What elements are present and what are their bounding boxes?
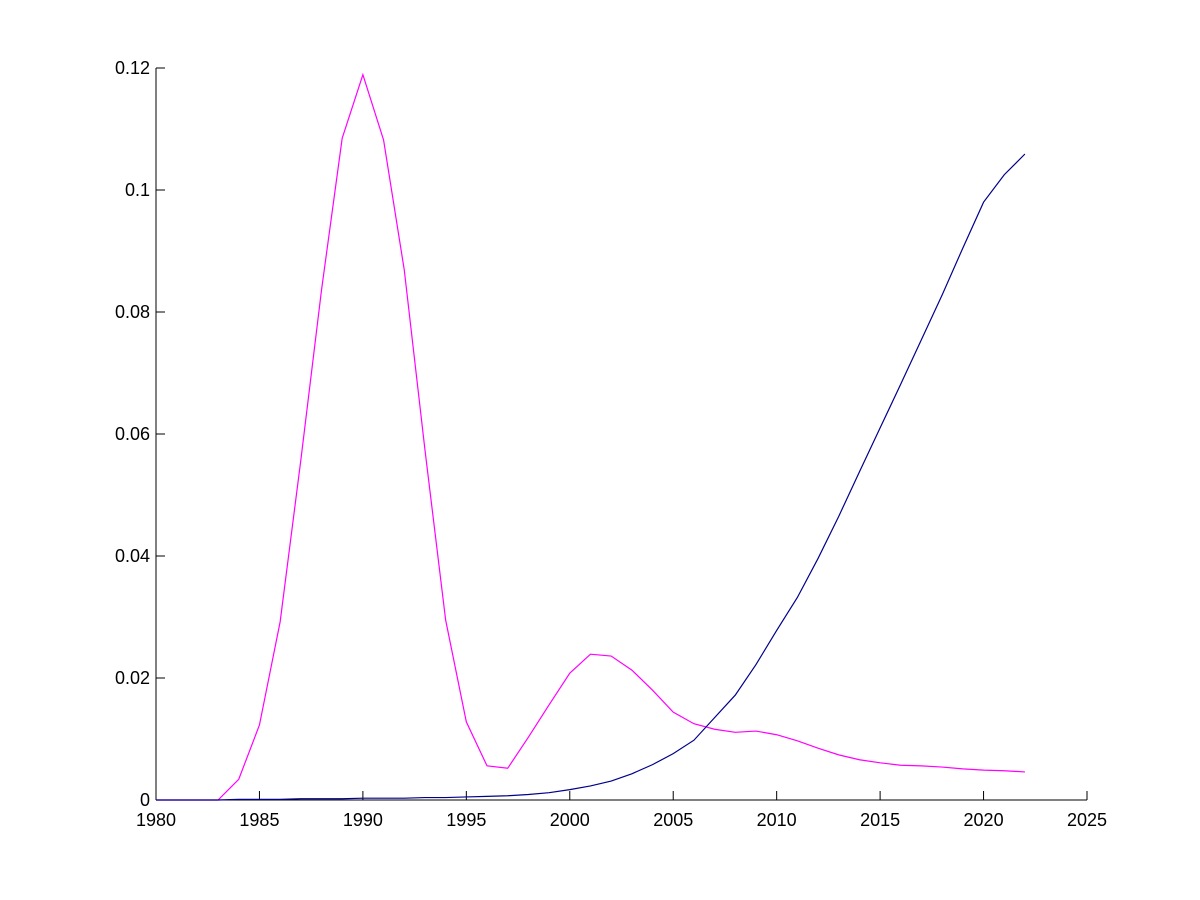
x-tick-label: 1990 — [343, 810, 383, 830]
y-tick-label: 0.04 — [115, 546, 150, 566]
y-tick-label: 0.02 — [115, 668, 150, 688]
series-line — [156, 153, 1026, 801]
y-tick-label: 0.06 — [115, 424, 150, 444]
series-line — [156, 72, 1025, 801]
x-tick-label: 2010 — [757, 810, 797, 830]
x-tick-label: 2005 — [653, 810, 693, 830]
x-tick-label: 2015 — [860, 810, 900, 830]
x-tick-label: 1980 — [136, 810, 176, 830]
y-tick-label: 0 — [140, 790, 150, 810]
y-tick-label: 0.1 — [125, 180, 150, 200]
x-tick-label: 2020 — [964, 810, 1004, 830]
y-tick-label: 0.08 — [115, 302, 150, 322]
x-tick-label: 1985 — [239, 810, 279, 830]
y-tick-label: 0.12 — [115, 58, 150, 78]
x-tick-label: 2025 — [1067, 810, 1107, 830]
x-tick-label: 2000 — [550, 810, 590, 830]
x-tick-label: 1995 — [446, 810, 486, 830]
